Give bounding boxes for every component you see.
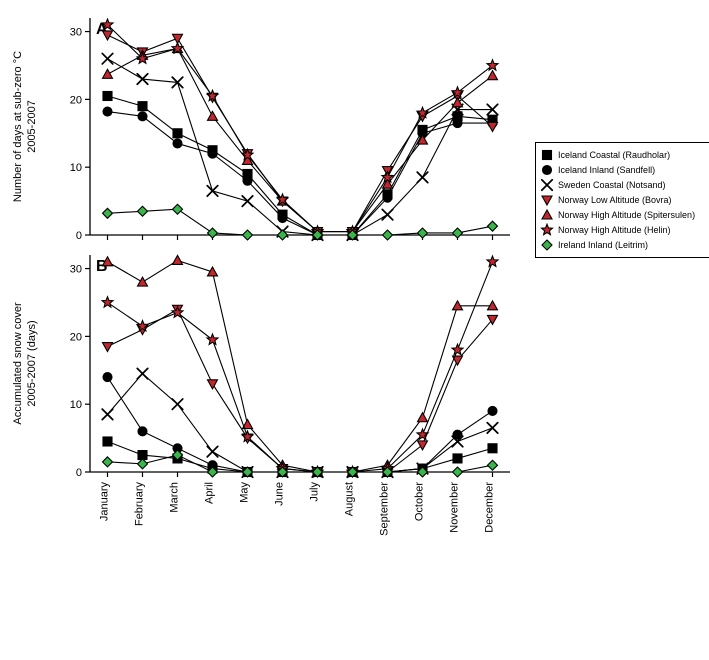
legend-swatch xyxy=(540,238,554,252)
month-label: February xyxy=(134,482,146,527)
month-label: May xyxy=(239,482,251,503)
chart-area: 0102030ANumber of days at sub-zero °C200… xyxy=(0,0,530,660)
legend-label: Iceland Inland (Sandfell) xyxy=(558,163,655,177)
legend-label: Norway High Altitude (Helin) xyxy=(558,223,671,237)
legend-swatch xyxy=(540,223,554,237)
svg-text:10: 10 xyxy=(70,162,82,174)
svg-text:0: 0 xyxy=(76,230,82,242)
month-label: December xyxy=(484,482,496,533)
legend-swatch xyxy=(540,148,554,162)
legend-item-norway_high_helin: Norway High Altitude (Helin) xyxy=(540,223,708,237)
month-label: April xyxy=(204,482,216,504)
svg-text:2005-2007 (days): 2005-2007 (days) xyxy=(26,320,38,406)
legend-item-norway_high_spit: Norway High Altitude (Spitersulen) xyxy=(540,208,708,222)
legend-swatch xyxy=(540,193,554,207)
legend-item-ireland_inland: Ireland Inland (Leitrim) xyxy=(540,238,708,252)
legend-item-norway_low: Norway Low Altitude (Bovra) xyxy=(540,193,708,207)
month-label: October xyxy=(414,482,426,521)
svg-text:Number of days at sub-zero °C: Number of days at sub-zero °C xyxy=(12,51,24,202)
svg-text:20: 20 xyxy=(70,331,82,343)
legend-box: Iceland Coastal (Raudholar)Iceland Inlan… xyxy=(535,142,709,258)
svg-text:10: 10 xyxy=(70,399,82,411)
legend-swatch xyxy=(540,178,554,192)
svg-text:30: 30 xyxy=(70,264,82,276)
legend-label: Sweden Coastal (Notsand) xyxy=(558,178,666,192)
svg-text:Accumulated snow cover: Accumulated snow cover xyxy=(12,302,24,425)
legend-item-iceland_coastal: Iceland Coastal (Raudholar) xyxy=(540,148,708,162)
legend-swatch xyxy=(540,163,554,177)
svg-text:20: 20 xyxy=(70,94,82,106)
month-label: November xyxy=(449,482,461,533)
legend-item-sweden_coastal: Sweden Coastal (Notsand) xyxy=(540,178,708,192)
svg-text:0: 0 xyxy=(76,467,82,479)
svg-text:2005-2007: 2005-2007 xyxy=(26,100,38,153)
month-label: July xyxy=(309,482,321,502)
month-label: August xyxy=(344,482,356,516)
month-label: September xyxy=(379,482,391,536)
legend-item-iceland_inland: Iceland Inland (Sandfell) xyxy=(540,163,708,177)
month-label: June xyxy=(274,482,286,506)
month-label: March xyxy=(169,482,181,513)
legend-swatch xyxy=(540,208,554,222)
legend-label: Norway High Altitude (Spitersulen) xyxy=(558,208,695,222)
svg-text:30: 30 xyxy=(70,27,82,39)
legend-label: Iceland Coastal (Raudholar) xyxy=(558,148,670,162)
month-label: January xyxy=(99,482,111,522)
chart-svg: 0102030ANumber of days at sub-zero °C200… xyxy=(0,0,530,660)
figure-container: 0102030ANumber of days at sub-zero °C200… xyxy=(0,0,709,660)
legend-label: Ireland Inland (Leitrim) xyxy=(558,238,648,252)
legend-label: Norway Low Altitude (Bovra) xyxy=(558,193,672,207)
